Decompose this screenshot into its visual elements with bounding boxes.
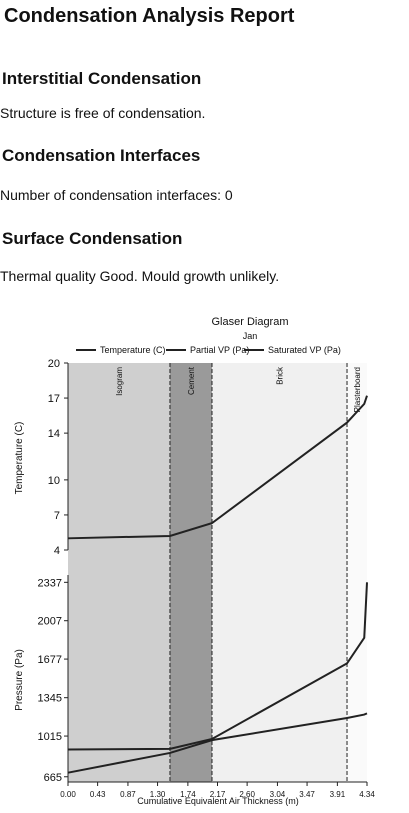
y2-tick-label: 1677 [38, 654, 62, 666]
x-tick-label: 3.91 [330, 790, 346, 799]
section-heading: Interstitial Condensation [2, 69, 201, 88]
x-tick-label: 2.17 [210, 790, 226, 799]
y2-axis-label: Pressure (Pa) [14, 649, 25, 711]
x-tick-label: 1.74 [180, 790, 196, 799]
layer-label: Plasterboard [353, 367, 362, 412]
y-tick-label: 7 [54, 510, 60, 522]
legend-label: Partial VP (Pa) [190, 345, 249, 355]
chart-title: Glaser Diagram [211, 316, 288, 328]
section-text: Number of condensation interfaces: 0 [0, 187, 233, 203]
section-heading: Condensation Interfaces [2, 146, 200, 165]
y2-tick-label: 2007 [38, 616, 62, 628]
x-tick-label: 3.47 [299, 790, 315, 799]
x-tick-label: 2.60 [239, 790, 255, 799]
legend-label: Saturated VP (Pa) [268, 345, 341, 355]
layer-band [211, 363, 348, 782]
x-tick-label: 0.87 [120, 790, 136, 799]
y-tick-label: 14 [48, 428, 60, 440]
y-tick-label: 20 [48, 358, 60, 370]
y-axis-label: Temperature (C) [14, 422, 25, 495]
section-heading: Surface Condensation [2, 229, 182, 248]
layer-band [68, 363, 170, 782]
y-tick-label: 17 [48, 393, 60, 405]
x-tick-label: 3.04 [270, 790, 286, 799]
layer-label: Brick [276, 366, 285, 385]
layer-label: Isogram [115, 367, 124, 396]
layer-band [347, 363, 367, 782]
layer-band [169, 363, 212, 782]
chart-subtitle: Jan [243, 331, 258, 341]
report-title: Condensation Analysis Report [4, 5, 295, 27]
y2-tick-label: 2337 [38, 577, 62, 589]
x-tick-label: 0.43 [90, 790, 106, 799]
section-text: Thermal quality Good. Mould growth unlik… [0, 268, 279, 284]
x-axis-label: Cumulative Equivalent Air Thickness (m) [137, 796, 298, 806]
x-tick-label: 1.30 [150, 790, 166, 799]
y-tick-label: 10 [48, 475, 60, 487]
legend-label: Temperature (C) [100, 345, 166, 355]
series-line [67, 582, 368, 751]
y2-tick-label: 665 [44, 772, 62, 784]
y2-tick-label: 1345 [38, 693, 62, 705]
series-line [67, 395, 368, 540]
layer-label: Cement [187, 366, 196, 395]
x-tick-label: 4.34 [359, 790, 375, 799]
section-text: Structure is free of condensation. [0, 105, 205, 121]
x-tick-label: 0.00 [60, 790, 76, 799]
series-line [67, 712, 368, 774]
y2-tick-label: 1015 [38, 731, 62, 743]
y-tick-label: 4 [54, 545, 60, 557]
